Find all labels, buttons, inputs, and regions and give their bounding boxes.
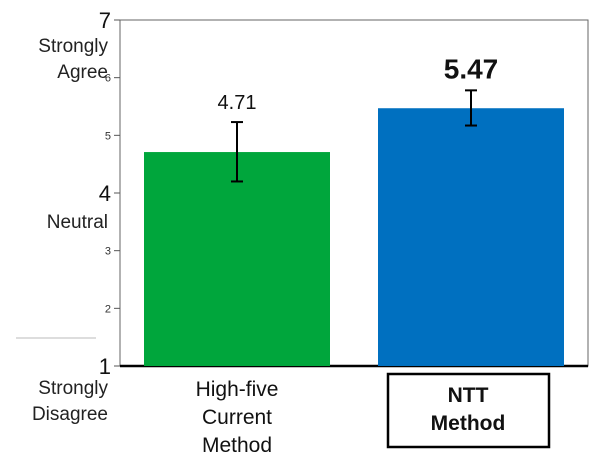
side-labels: Strongly Agree Neutral Strongly Disagree	[32, 36, 109, 425]
value-label: 4.71	[218, 92, 257, 114]
bar	[378, 108, 564, 366]
error-bars	[231, 89, 477, 183]
category-label-box	[386, 372, 551, 449]
y-axis-ticks: 7 6 5 4 3 2 1	[99, 8, 120, 379]
side-label: Disagree	[32, 404, 108, 425]
y-tick-label: 2	[105, 303, 111, 315]
category-label: High-five	[196, 378, 279, 401]
category-label: Current	[202, 406, 272, 429]
y-tick-label: 1	[99, 354, 111, 379]
side-label: Neutral	[47, 212, 108, 233]
category-label: NTT	[448, 384, 489, 407]
side-label: Agree	[57, 62, 108, 83]
bars	[144, 108, 564, 366]
y-tick-label: 5	[105, 130, 111, 142]
bar	[144, 152, 330, 366]
value-label: 5.47	[444, 53, 499, 84]
value-labels: 4.71 5.47	[218, 53, 499, 114]
category-labels: High-five Current Method NTT Method	[196, 372, 551, 457]
category-label: Method	[431, 412, 506, 435]
y-tick-label: 3	[105, 246, 111, 258]
side-label: Strongly	[38, 378, 108, 399]
y-tick-label: 6	[105, 73, 111, 85]
y-tick-label: 4	[99, 181, 111, 206]
category-label: Method	[202, 434, 272, 457]
y-tick-label: 7	[99, 8, 111, 33]
side-label: Strongly	[38, 36, 108, 57]
